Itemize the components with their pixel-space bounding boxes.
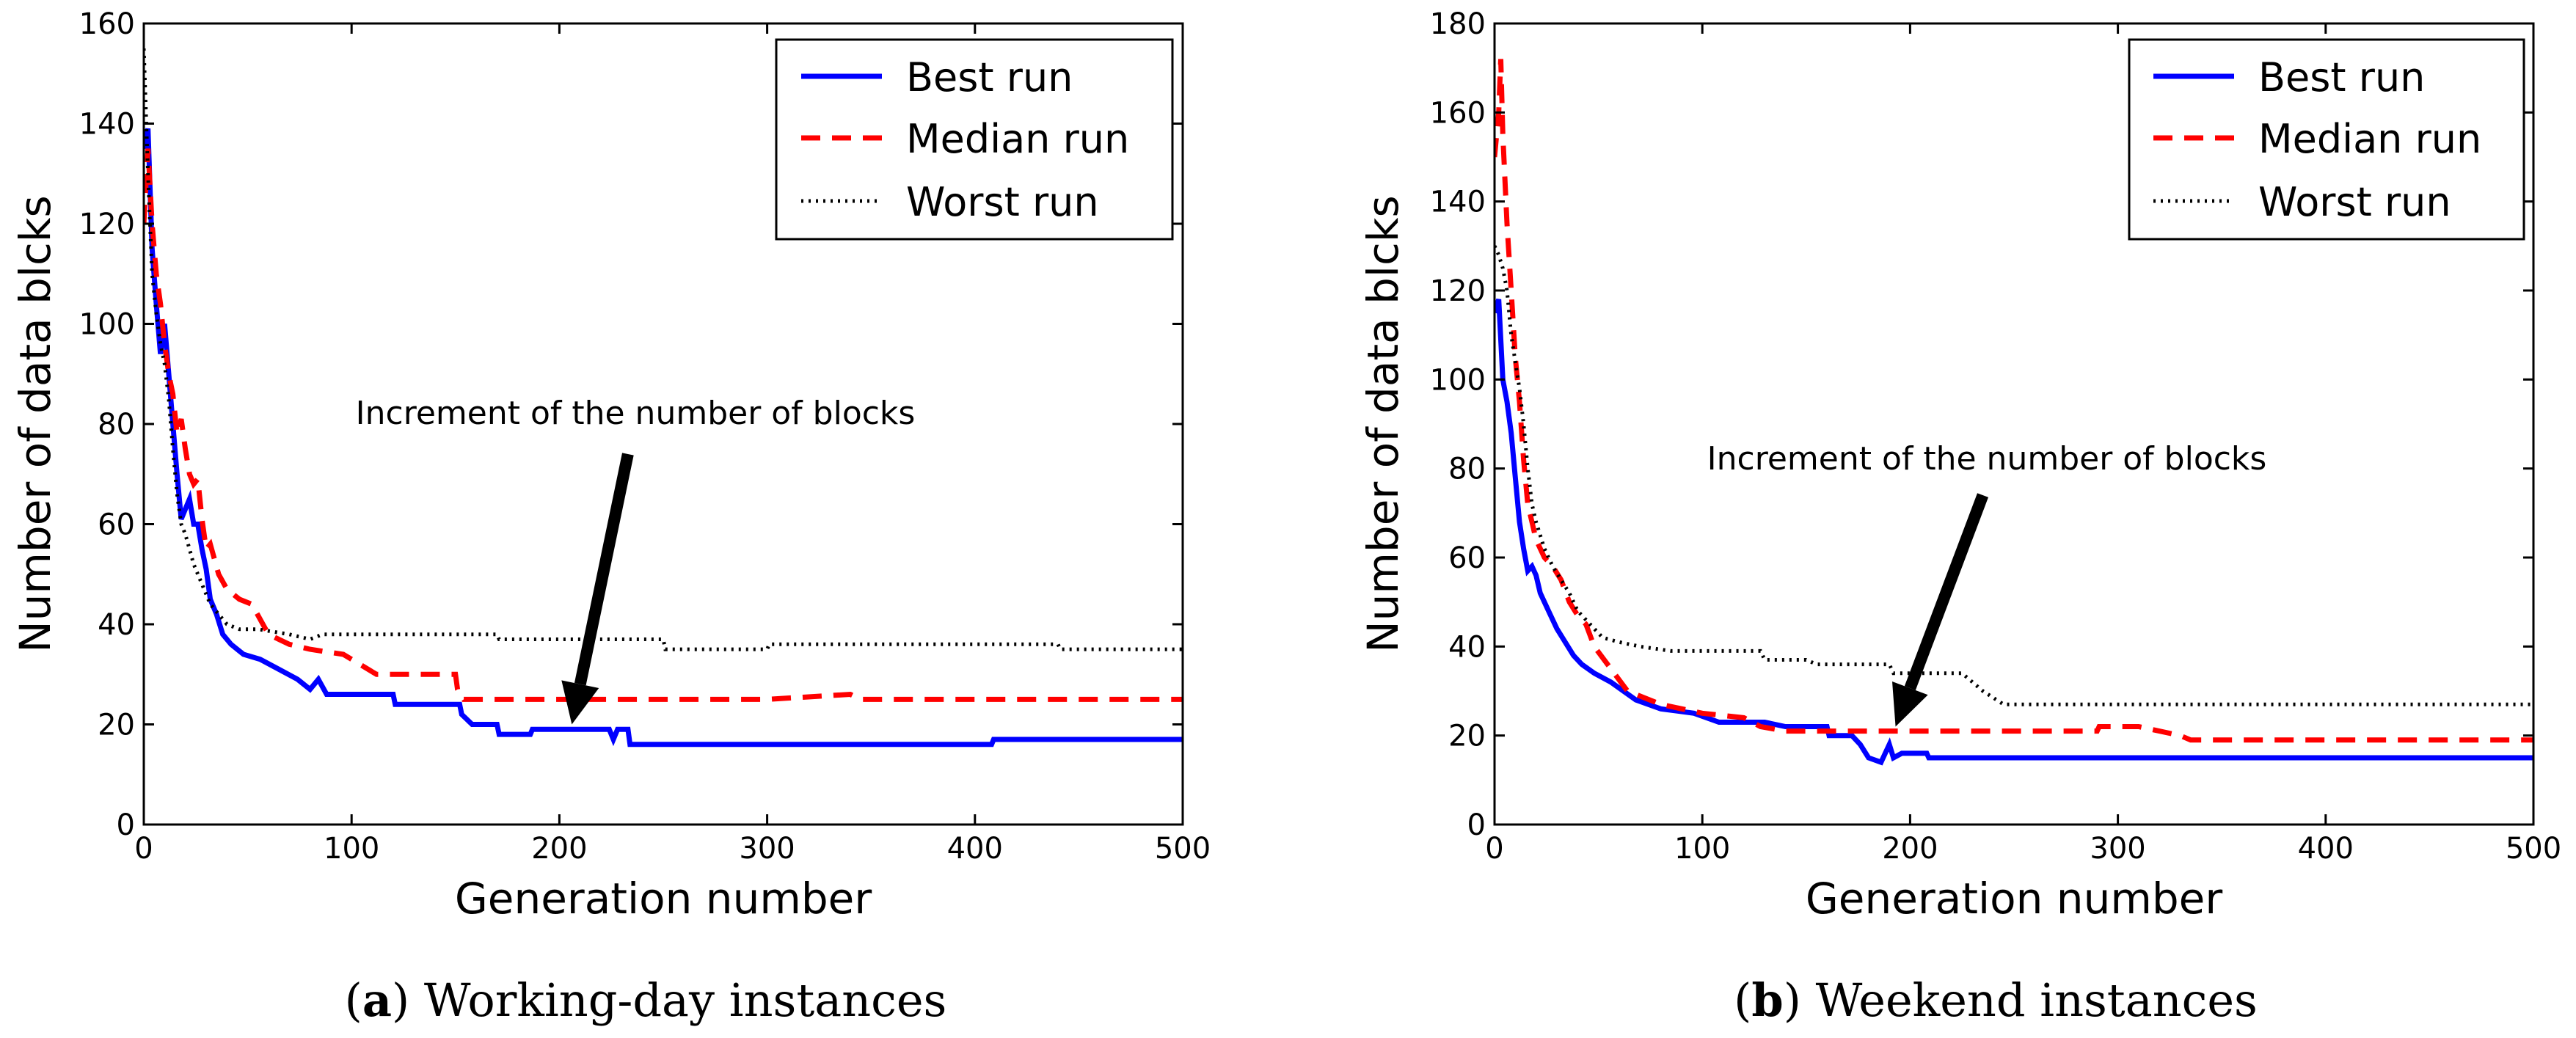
y-tick-label: 0 xyxy=(1467,808,1486,842)
x-tick-label: 400 xyxy=(947,832,1003,866)
series-line-best-run xyxy=(1495,299,2533,766)
y-tick-label: 100 xyxy=(79,308,135,342)
x-tick-label: 400 xyxy=(2298,832,2354,866)
x-tick-label: 300 xyxy=(2090,832,2145,866)
y-tick-label: 160 xyxy=(1430,96,1486,130)
y-tick-label: 120 xyxy=(1430,274,1486,308)
x-tick-label: 500 xyxy=(1155,832,1211,866)
y-tick-label: 40 xyxy=(1448,630,1486,664)
y-tick-label: 80 xyxy=(1448,453,1486,486)
x-axis-label: Generation number xyxy=(455,874,872,924)
caption: (a) Working-day instances xyxy=(345,973,947,1027)
annotation: Increment of the number of blocks xyxy=(356,395,916,725)
y-tick-label: 140 xyxy=(79,108,135,142)
y-tick-label: 140 xyxy=(1430,186,1486,219)
y-axis-label: Number of data blcks xyxy=(10,195,60,652)
caption: (b) Weekend instances xyxy=(1734,973,2258,1027)
y-tick-label: 160 xyxy=(79,7,135,41)
annotation-arrow-shaft xyxy=(1904,493,1989,690)
series-line-median-run xyxy=(1495,59,2533,743)
legend-label-worst-run: Worst run xyxy=(906,179,1099,225)
x-axis-label: Generation number xyxy=(1806,874,2223,924)
y-tick-label: 40 xyxy=(98,608,135,642)
legend-label-median-run: Median run xyxy=(2258,116,2481,162)
legend-label-median-run: Median run xyxy=(906,116,1129,162)
y-tick-label: 100 xyxy=(1430,363,1486,397)
chart-panel-a: 0 100 200 300 400 500 0 20 40 60 80 100 120 140 160 Ge… xyxy=(10,7,1211,1027)
y-tick-label: 20 xyxy=(98,709,135,742)
annotation-arrow-shaft xyxy=(574,453,634,686)
legend: Best run Median run Worst run xyxy=(775,38,1174,241)
series-line-worst-run xyxy=(1495,245,2533,706)
series-line-best-run xyxy=(144,128,1183,748)
x-tick-label: 0 xyxy=(1485,832,1503,866)
x-tick-label: 200 xyxy=(531,832,587,866)
annotation-text: Increment of the number of blocks xyxy=(1707,440,2267,478)
annotation-text: Increment of the number of blocks xyxy=(356,395,916,432)
y-tick-label: 120 xyxy=(79,208,135,241)
y-tick-label: 80 xyxy=(98,408,135,442)
legend-label-worst-run: Worst run xyxy=(2258,179,2451,225)
plot-frame xyxy=(1493,22,2535,826)
y-tick-label: 60 xyxy=(98,508,135,542)
series-line-worst-run xyxy=(144,48,1183,651)
y-tick-label: 20 xyxy=(1448,720,1486,753)
x-tick-label: 100 xyxy=(1674,832,1730,866)
annotation-arrow-head xyxy=(561,680,599,725)
series-line-median-run xyxy=(144,148,1183,702)
legend-label-best-run: Best run xyxy=(906,54,1073,100)
legend-label-best-run: Best run xyxy=(2258,54,2425,100)
x-tick-label: 100 xyxy=(324,832,379,866)
y-tick-label: 60 xyxy=(1448,541,1486,575)
y-axis-label: Number of data blcks xyxy=(1358,195,1408,652)
annotation: Increment of the number of blocks xyxy=(1707,440,2267,727)
x-tick-label: 500 xyxy=(2506,832,2561,866)
plot-frame xyxy=(142,22,1184,826)
x-tick-label: 200 xyxy=(1882,832,1938,866)
x-tick-label: 0 xyxy=(134,832,153,866)
y-tick-label: 180 xyxy=(1430,7,1486,41)
annotation-arrow-head xyxy=(1892,681,1928,727)
y-tick-label: 0 xyxy=(117,808,135,842)
legend: Best run Median run Worst run xyxy=(2128,38,2525,241)
chart-panel-b: 0 100 200 300 400 500 0 20 40 60 80 100 120 140 160 180… xyxy=(1358,7,2561,1027)
x-tick-label: 300 xyxy=(739,832,795,866)
